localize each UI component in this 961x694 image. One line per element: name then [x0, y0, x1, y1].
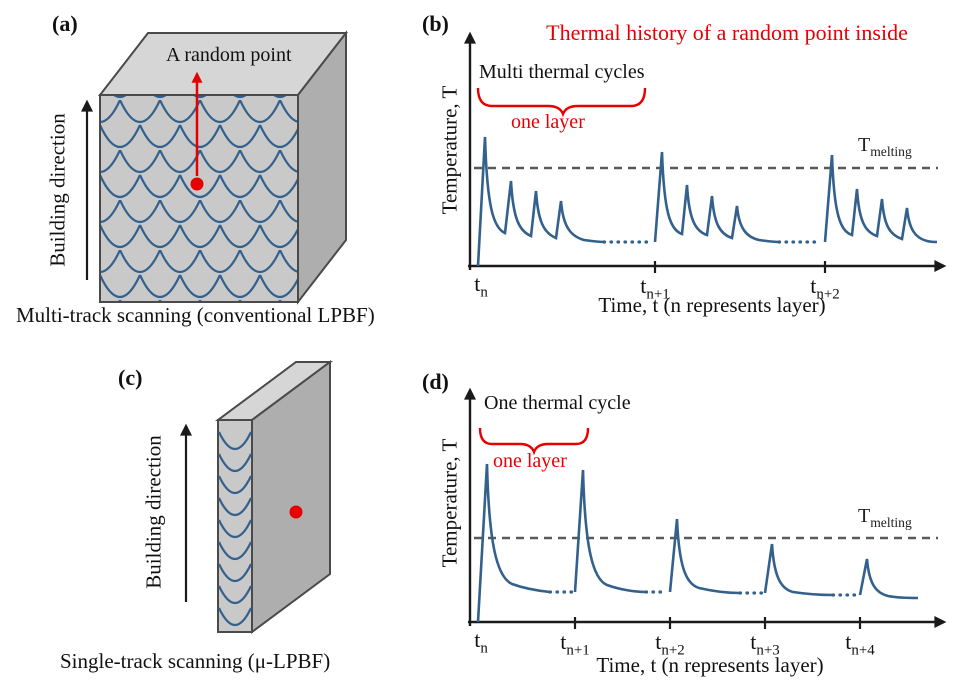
tick-label-d-tn2: tn+2 — [655, 629, 685, 659]
thermal-curve-d-layer-n3 — [763, 543, 834, 597]
thermal-curve-d-layer-n2 — [668, 518, 741, 595]
panel-a-letter: (a) — [52, 11, 78, 36]
panel-d-letter: (d) — [422, 369, 449, 394]
y-axis-label-d: Temperature, T — [437, 438, 462, 568]
multi-thermal-cycles-label: Multi thermal cycles — [479, 61, 645, 83]
tick-label-d-tn: tn — [474, 627, 488, 657]
tick-d-2-base: t — [655, 629, 662, 654]
thermal-curve-b-layer-n2 — [823, 154, 938, 244]
building-direction-label-c: Building direction — [141, 435, 166, 589]
melt-pool-scales-pattern — [99, 94, 299, 303]
panel-b-graphic — [464, 31, 947, 273]
panel-c-letter: (c) — [118, 365, 143, 390]
tick-d-1-sub: n+1 — [566, 642, 590, 659]
thermal-curve-d-layer-n — [476, 463, 551, 623]
tick-d-4-base: t — [845, 629, 852, 654]
caption-a: Multi-track scanning (conventional LPBF) — [16, 303, 375, 327]
random-point-dot-c — [289, 505, 303, 519]
x-axis-label-d: Time, t (n represents layer) — [596, 653, 824, 677]
thermal-curve-b-layer-n — [476, 136, 605, 267]
tick-b-0-base: t — [474, 271, 481, 296]
one-layer-label-d: one layer — [493, 450, 567, 472]
tick-d-0-sub: n — [480, 640, 488, 657]
tick-label-d-tn1: tn+1 — [560, 629, 590, 659]
t-melting-label-b: Tmelting — [858, 134, 912, 160]
panel-d-graphic — [464, 387, 947, 629]
tick-label-b-tn: tn — [474, 271, 488, 301]
y-axis-label-b: Temperature, T — [437, 85, 462, 215]
tick-label-d-tn4: tn+4 — [845, 629, 875, 659]
tick-b-0-sub: n — [480, 284, 488, 301]
t-melting-label-d: Tmelting — [858, 505, 912, 531]
tick-d-3-sub: n+3 — [756, 642, 780, 659]
panel-b-letter: (b) — [422, 11, 449, 36]
t-melting-base-b: T — [858, 134, 871, 156]
t-melting-sub-b: melting — [870, 144, 912, 159]
thermal-curve-d-layer-n1 — [573, 469, 647, 594]
tick-b-2-sub: n+2 — [816, 286, 840, 303]
tick-label-d-tn3: tn+3 — [750, 629, 780, 659]
tick-d-2-sub: n+2 — [661, 642, 685, 659]
tick-d-3-base: t — [750, 629, 757, 654]
single-track-melt-pools — [218, 431, 252, 627]
building-direction-label-a: Building direction — [45, 113, 70, 267]
thermal-curve-b-layer-n1 — [653, 151, 780, 244]
tick-b-2-base: t — [810, 273, 817, 298]
thermal-curve-d-layer-n4 — [858, 558, 919, 600]
one-layer-brace-b — [476, 87, 647, 118]
one-layer-label-b: one layer — [511, 111, 585, 133]
tick-label-b-tn1: tn+1 — [640, 273, 670, 303]
t-melting-sub-d: melting — [870, 515, 912, 530]
one-thermal-cycle-label: One thermal cycle — [484, 392, 631, 414]
x-axis-label-b: Time, t (n represents layer) — [598, 293, 826, 317]
panel-b-title: Thermal history of a random point inside — [546, 20, 908, 45]
one-layer-brace-d — [478, 427, 590, 456]
tick-label-b-tn2: tn+2 — [810, 273, 840, 303]
tick-b-1-base: t — [640, 273, 647, 298]
tick-d-1-base: t — [560, 629, 567, 654]
panel-c-graphic — [180, 360, 334, 634]
t-melting-base-d: T — [858, 505, 871, 527]
tick-d-4-sub: n+4 — [851, 642, 875, 659]
tick-b-1-sub: n+1 — [646, 286, 670, 303]
tick-d-0-base: t — [474, 627, 481, 652]
caption-c: Single-track scanning (μ-LPBF) — [60, 649, 331, 673]
random-point-label: A random point — [166, 44, 292, 66]
panel-a-graphic — [81, 30, 349, 305]
slab-front-face — [217, 419, 253, 633]
random-point-dot-a — [190, 177, 204, 191]
